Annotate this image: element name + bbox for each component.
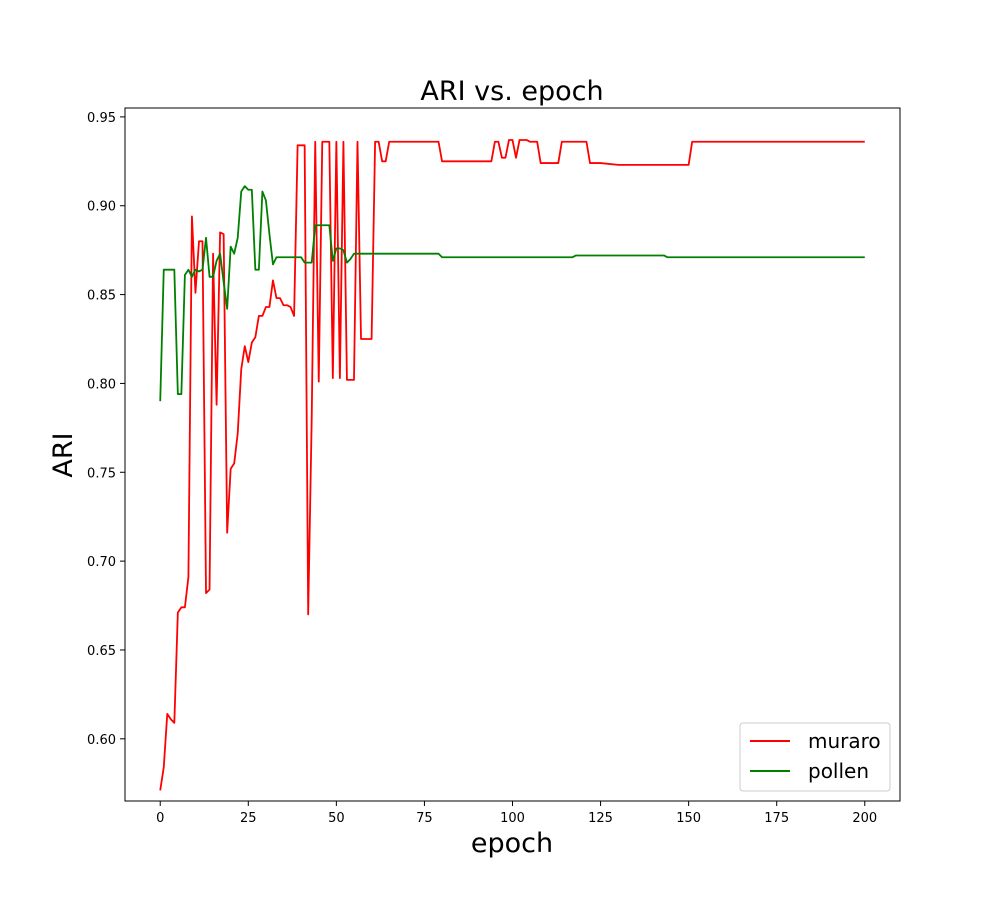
- y-tick-label: 0.60: [87, 733, 116, 748]
- legend-label-muraro: muraro: [808, 729, 881, 753]
- x-axis-label: epoch: [471, 828, 553, 859]
- x-tick-label: 75: [416, 811, 433, 826]
- legend: muraro pollen: [739, 722, 891, 792]
- legend-label-pollen: pollen: [808, 759, 869, 783]
- x-axis-ticks: 0 25 50 75 100 125 150 175 200: [156, 801, 877, 826]
- series-layer: [159, 139, 865, 791]
- y-tick-label: 0.85: [87, 289, 116, 304]
- series-line-pollen: [159, 185, 865, 402]
- x-tick-label: 150: [676, 811, 701, 826]
- plot-frame: [124, 107, 901, 802]
- x-tick-label: 50: [328, 811, 345, 826]
- y-tick-label: 0.90: [87, 200, 116, 215]
- y-tick-label: 0.80: [87, 377, 116, 392]
- y-tick-label: 0.65: [87, 644, 116, 659]
- y-tick-label: 0.95: [87, 111, 116, 126]
- series-line-muraro: [159, 139, 865, 791]
- x-tick-label: 125: [588, 811, 613, 826]
- y-tick-label: 0.70: [87, 555, 116, 570]
- x-tick-label: 0: [156, 811, 164, 826]
- x-tick-label: 175: [764, 811, 789, 826]
- y-axis-ticks: 0.60 0.65 0.70 0.75 0.80 0.85 0.90 0.95: [87, 111, 125, 748]
- y-tick-label: 0.75: [87, 466, 116, 481]
- x-tick-label: 100: [500, 811, 525, 826]
- y-axis-label: ARI: [48, 432, 79, 477]
- chart-title: ARI vs. epoch: [420, 76, 603, 107]
- x-tick-label: 25: [240, 811, 257, 826]
- x-tick-label: 200: [852, 811, 877, 826]
